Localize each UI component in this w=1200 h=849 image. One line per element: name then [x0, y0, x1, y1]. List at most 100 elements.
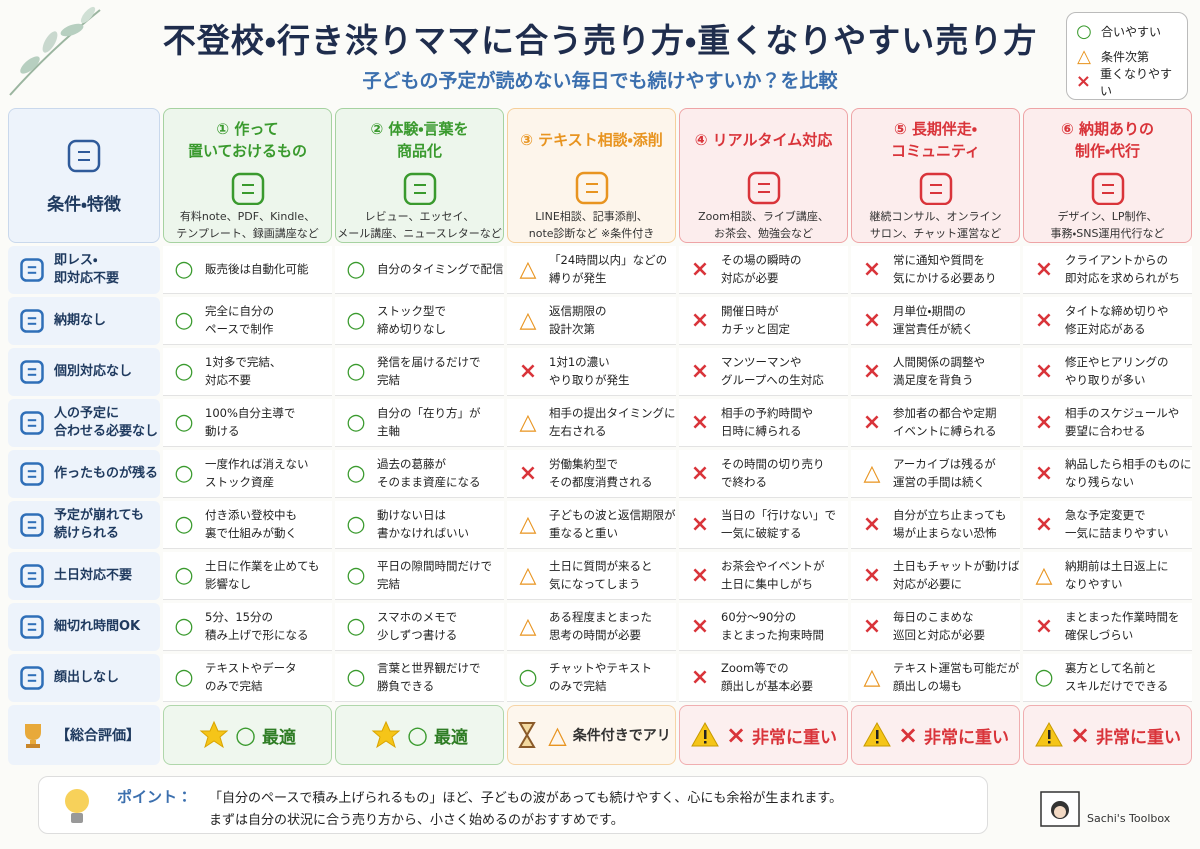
rating-mark: × [862, 359, 882, 384]
cell-text: 発信を届けるだけで 完結 [377, 354, 481, 387]
rating-mark: × [862, 614, 882, 639]
cell-text: 納期前は土日返上に なりやすい [1065, 558, 1169, 591]
table-cell: △ 相手の提出タイミングに 左右される [507, 399, 676, 447]
cell-text: 月単位・期間の 運営責任が続く [893, 303, 974, 336]
corner-label: 条件・特徴 [47, 195, 121, 215]
cell-text: 動けない日は 書かなければいい [377, 507, 469, 540]
column-desc: LINE相談、記事添削、 note診断など ※条件付き [528, 210, 655, 240]
row-label-text: 即レス・ 即対応不要 [54, 253, 120, 286]
rating-mark: × [1034, 410, 1054, 435]
rating-mark: ○ [174, 563, 194, 588]
icon [20, 666, 44, 690]
icon [20, 411, 44, 435]
rating-mark: △ [519, 512, 537, 537]
legend-label: 合いやすい [1101, 25, 1162, 39]
rating-mark: × [690, 665, 710, 690]
cell-text: 修正やヒアリングの やり取りが多い [1065, 354, 1169, 387]
rating-mark: ○ [346, 410, 366, 435]
table-cell: × 60分〜90分の まとまった拘束時間 [679, 603, 848, 651]
cell-text: 納品したら相手のものに なり残らない [1065, 456, 1192, 489]
table-cell: ○ 平日の隙間時間だけで 完結 [335, 552, 504, 600]
rating-mark: ○ [174, 614, 194, 639]
brand-icon [1040, 791, 1080, 827]
table-cell: × マンツーマンや グループへの生対応 [679, 348, 848, 396]
row-label: 予定が崩れても 続けられる [8, 501, 160, 549]
table-cell: ○ 販売後は自動化可能 [163, 246, 332, 294]
cell-text: テキスト運営も可能だが 顔出しの場も [893, 660, 1020, 693]
cell-text: 60分〜90分の まとまった拘束時間 [721, 609, 825, 642]
column-header: ① 作って 置いておけるもの 有料note、PDF、Kindle、 テンプレート、… [163, 108, 332, 243]
summary-text: 最適 [261, 727, 296, 748]
rating-mark: × [1069, 721, 1091, 749]
table-cell: ○ 裏方として名前と スキルだけでできる [1023, 654, 1192, 702]
icon [1091, 172, 1124, 205]
icon [403, 172, 436, 205]
table-cell: △ 「24時間以内」などの 縛りが発生 [507, 246, 676, 294]
table-cell: × クライアントからの 即対応を求められがち [1023, 246, 1192, 294]
row-label: 納期なし [8, 297, 160, 345]
icon [575, 171, 608, 205]
legend-item: ○ 合いやすい [1075, 19, 1179, 44]
icon [20, 513, 44, 537]
icon [20, 462, 44, 486]
rating-mark: × [1034, 257, 1054, 282]
bulb-icon [65, 789, 89, 823]
icon [747, 171, 780, 205]
cell-text: その時間の切り売り で終わる [721, 456, 825, 489]
column-header: ④ リアルタイム対応 Zoom相談、ライブ講座、 お茶会、勉強会など [679, 108, 848, 243]
rating-mark: ○ [346, 512, 366, 537]
rating-mark: ○ [346, 461, 366, 486]
icon [20, 564, 44, 588]
rating-mark: × [690, 563, 710, 588]
table-cell: ○ 5分、15分の 積み上げで形になる [163, 603, 332, 651]
table-cell: × Zoom等での 顔出しが基本必要 [679, 654, 848, 702]
table-cell: ○ 発信を届けるだけで 完結 [335, 348, 504, 396]
cell-text: 100%自分主導で 動ける [205, 405, 296, 438]
cell-text: お茶会やイベントが 土日に集中しがち [721, 558, 825, 591]
rating-mark: ○ [174, 512, 194, 537]
legend-mark: △ [1077, 46, 1091, 67]
cell-text: ある程度まとまった 思考の時間が必要 [549, 609, 653, 642]
icon [20, 360, 44, 384]
summary-label: 【総合評価】 [8, 705, 160, 765]
table-cell: × 納品したら相手のものに なり残らない [1023, 450, 1192, 498]
rating-mark: △ [519, 410, 537, 435]
table-cell: × 1対1の濃い やり取りが発生 [507, 348, 676, 396]
rating-mark: × [518, 461, 538, 486]
row-label: 土日対応不要 [8, 552, 160, 600]
rating-mark: ○ [174, 257, 194, 282]
point-label: ポイント： [117, 788, 193, 806]
cell-text: 常に通知や質問を 気にかける必要あり [893, 252, 997, 285]
cell-text: 5分、15分の 積み上げで形になる [205, 609, 309, 642]
column-desc: 有料note、PDF、Kindle、 テンプレート、録画講座など [176, 210, 319, 240]
rating-mark: ○ [346, 257, 366, 282]
cell-text: 参加者の都合や定期 イベントに縛られる [893, 405, 997, 438]
table-cell: ○ 動けない日は 書かなければいい [335, 501, 504, 549]
row-label-text: 細切れ時間OK [54, 619, 141, 635]
subtitle: 子どもの予定が読めない毎日でも続けやすいか？を比較 [362, 70, 838, 92]
summary-cell: ○ 最適 [163, 705, 332, 765]
column-title: ④ リアルタイム対応 [694, 130, 833, 149]
row-label: 顔出しなし [8, 654, 160, 702]
column-title: ⑤ 長期伴走・ コミュニティ [890, 120, 981, 160]
column-desc: Zoom相談、ライブ講座、 お茶会、勉強会など [698, 210, 829, 240]
table-cell: × 急な予定変更で 一気に詰まりやすい [1023, 501, 1192, 549]
summary-label-text: 【総合評価】 [56, 728, 140, 744]
cell-text: 一度作れば消えない ストック資産 [205, 456, 309, 489]
table-cell: × 修正やヒアリングの やり取りが多い [1023, 348, 1192, 396]
rating-mark: × [1034, 359, 1054, 384]
cell-text: 「24時間以内」などの 縛りが発生 [549, 252, 668, 285]
table-cell: × 相手のスケジュールや 要望に合わせる [1023, 399, 1192, 447]
leaf-decoration [9, 6, 101, 96]
table-cell: × 相手の予約時間や 日時に縛られる [679, 399, 848, 447]
cell-text: 平日の隙間時間だけで 完結 [377, 558, 492, 591]
cell-text: 1対多で完結、 対応不要 [205, 354, 282, 387]
rating-mark: ○ [346, 563, 366, 588]
rating-mark: × [690, 359, 710, 384]
cell-text: 労働集約型で その都度消費される [549, 456, 653, 489]
row-label-text: 顔出しなし [54, 670, 120, 686]
table-cell: ○ 土日に作業を止めても 影響なし [163, 552, 332, 600]
summary-text: 条件付きでアリ [572, 728, 671, 744]
cell-text: ストック型で 締め切りなし [377, 303, 446, 336]
icon [20, 309, 44, 333]
